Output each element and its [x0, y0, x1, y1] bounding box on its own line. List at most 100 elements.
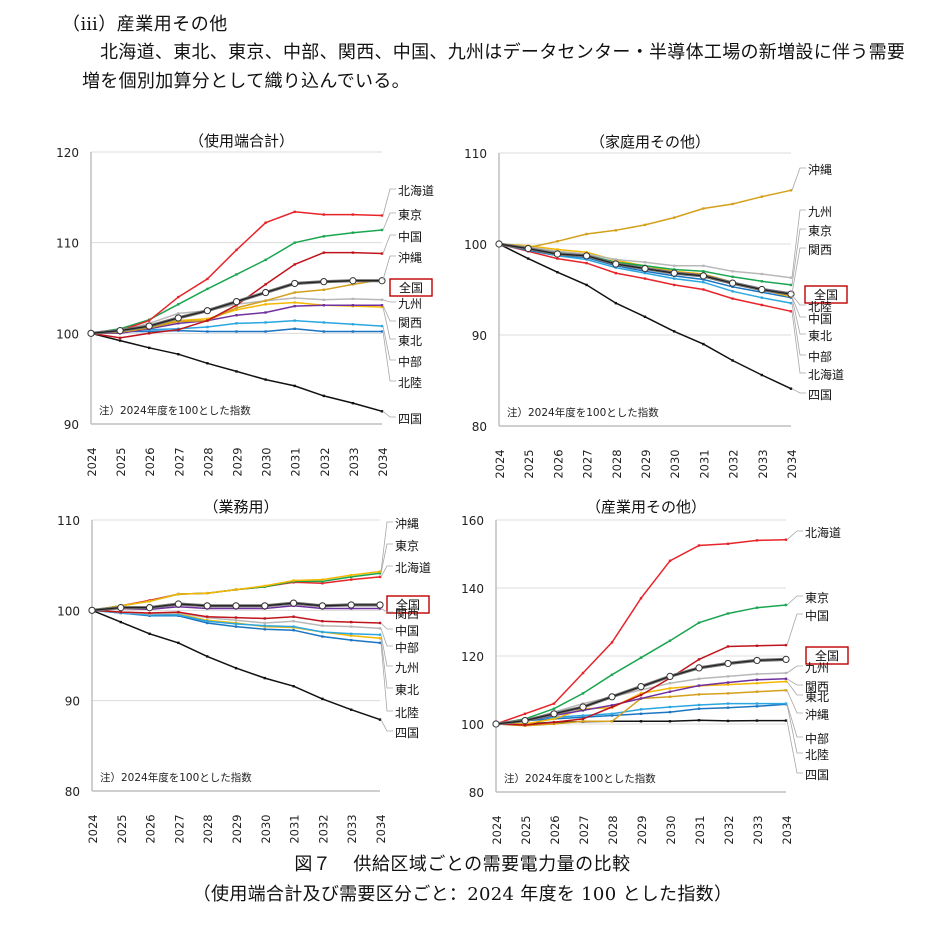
data-point: [789, 276, 793, 279]
leader-line: [791, 167, 806, 191]
data-point: [322, 288, 325, 292]
data-point: [668, 720, 672, 723]
leader-line: [382, 299, 396, 303]
data-point: [668, 710, 672, 714]
series-label-text: 九州: [808, 205, 832, 219]
series-四国: [91, 609, 382, 721]
leader-line: [791, 388, 806, 394]
data-point: [351, 297, 355, 301]
data-point: [351, 330, 355, 333]
series-四国: [90, 332, 384, 413]
x-tick-label: 2027: [581, 449, 595, 478]
series-label-text: 四国: [398, 412, 422, 426]
data-point: [206, 362, 209, 365]
x-tick-label: 2029: [231, 447, 245, 476]
leader-line: [382, 234, 396, 254]
series-label-text: 四国: [808, 388, 832, 402]
leader-line: [786, 678, 803, 686]
data-point: [292, 619, 295, 623]
national-highlight-box: [805, 646, 849, 665]
data-point: [755, 678, 759, 681]
data-point: [556, 240, 559, 243]
data-point: [380, 324, 384, 328]
data-point: [639, 697, 643, 700]
data-point: [322, 330, 325, 333]
data-point: [148, 330, 151, 333]
series-中国: [90, 251, 384, 340]
data-point: [350, 634, 353, 637]
figure-subtitle: （使用端合計及び需要区分ごと：2024 年度を 100 とした指数）: [192, 884, 733, 905]
data-point: [614, 266, 617, 269]
data-point: [232, 298, 241, 306]
y-tick-label: 160: [461, 514, 484, 528]
data-point: [206, 287, 209, 291]
data-point: [697, 693, 701, 696]
data-point: [552, 702, 556, 705]
y-tick-label: 110: [56, 237, 79, 251]
data-point: [726, 542, 730, 545]
x-tick-label: 2030: [664, 815, 678, 844]
x-tick-label: 2024: [86, 814, 100, 843]
data-point: [726, 692, 730, 695]
leader-line: [786, 665, 803, 674]
data-point: [726, 645, 730, 648]
leader-line: [380, 543, 393, 574]
data-point: [581, 671, 585, 675]
series-label-text: 東北: [808, 329, 832, 343]
series-label-text: 中国: [395, 623, 419, 638]
data-point: [755, 705, 759, 708]
x-tick-label: 2031: [697, 449, 711, 478]
data-point: [321, 624, 324, 627]
data-point: [380, 305, 384, 309]
data-point: [755, 644, 759, 647]
data-point: [117, 604, 125, 612]
data-point: [380, 214, 384, 217]
data-point: [380, 252, 384, 255]
x-tick-label: 2034: [374, 814, 388, 843]
x-tick-label: 2025: [522, 449, 536, 478]
x-tick-label: 2029: [230, 814, 244, 843]
data-point: [351, 213, 355, 216]
leader-line: [791, 228, 806, 286]
series-北海道: [495, 538, 788, 725]
data-point: [264, 283, 267, 286]
data-point: [614, 229, 617, 232]
data-point: [119, 610, 122, 614]
series-中国: [91, 609, 382, 625]
data-point: [321, 630, 324, 634]
x-tick-label: 2031: [289, 447, 303, 476]
series-全国: [492, 655, 790, 728]
series-label-text: 九州: [395, 661, 419, 675]
data-point: [782, 655, 790, 664]
data-point: [614, 301, 617, 305]
series-label-text: 東京: [398, 208, 422, 222]
leader-line: [382, 306, 396, 340]
data-point: [673, 264, 676, 268]
data-point: [292, 615, 295, 618]
data-point: [263, 676, 266, 680]
leader-line: [786, 704, 803, 754]
leader-line: [791, 247, 806, 294]
leader-line: [380, 608, 393, 613]
x-tick-label: 2030: [260, 447, 274, 476]
data-point: [697, 707, 701, 710]
data-point: [206, 325, 209, 329]
series-label-北陸: 北陸: [786, 704, 829, 762]
data-point: [206, 330, 209, 333]
x-tick-label: 2028: [201, 814, 215, 843]
data-point: [495, 240, 503, 248]
data-point: [637, 683, 645, 691]
data-point: [293, 210, 296, 214]
data-point: [610, 705, 614, 709]
data-point: [610, 712, 614, 715]
data-point: [235, 273, 238, 276]
data-point: [351, 251, 355, 254]
data-point: [206, 317, 209, 321]
chart-title: （使用端合計）: [189, 132, 294, 150]
data-point: [492, 720, 500, 728]
data-point: [293, 241, 296, 244]
series-label-text: 中国: [808, 311, 832, 326]
data-point: [697, 719, 701, 722]
